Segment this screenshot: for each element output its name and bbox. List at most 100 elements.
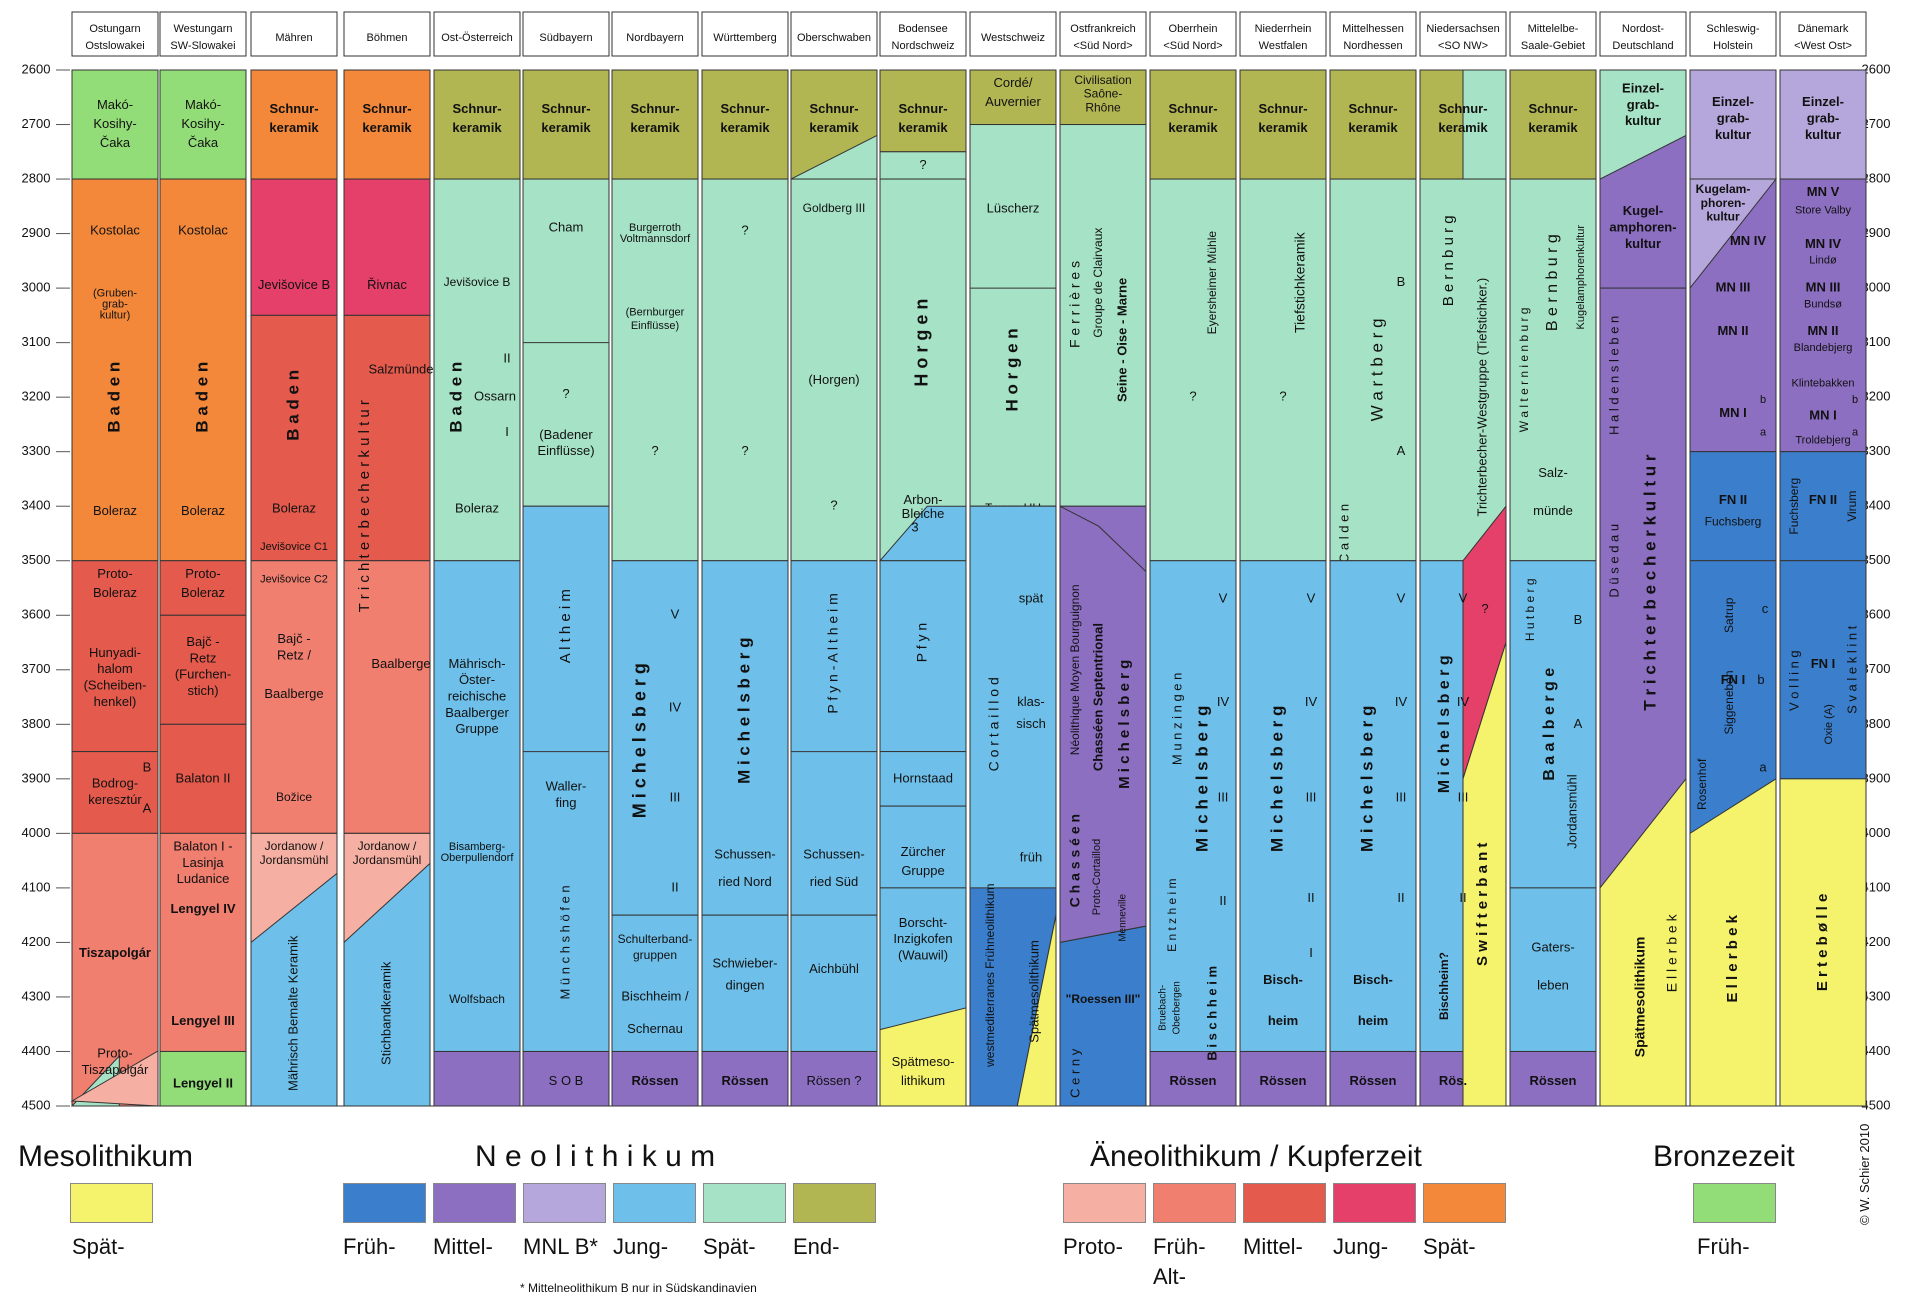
legend-swatch-cu-jung (1333, 1183, 1416, 1223)
culture-block (250, 178, 338, 316)
culture-label: Boleraz (272, 500, 316, 515)
culture-label: II (1459, 890, 1466, 905)
column-header-box (1149, 11, 1237, 57)
legend-label-neo-end: End- (793, 1234, 840, 1259)
culture-label: Hunyadi- (89, 645, 141, 660)
culture-label: Baalberge (371, 656, 430, 671)
culture-label: heim (1268, 1013, 1298, 1028)
legend-swatch-bronze-frueh (1693, 1183, 1776, 1223)
legend-label-cu-proto: Proto- (1063, 1234, 1123, 1259)
culture-block (71, 178, 159, 562)
culture-label: Store Valby (1795, 205, 1852, 217)
culture-label: IV (1305, 694, 1318, 709)
culture-label: Bodrog- (92, 776, 138, 791)
column-20: Dänemark <West Ost> Einzel-grab-kultur MN V… (1779, 11, 1867, 1107)
legend-swatch-cu-mittel (1243, 1183, 1326, 1223)
culture-label: Salzmünde (368, 361, 433, 376)
culture-label: Čaka (188, 135, 219, 150)
culture-label: Trichterbecher-Westgruppe (Tiefstichker.… (1474, 278, 1489, 517)
culture-label: reichische (448, 688, 507, 703)
culture-block (790, 914, 878, 1052)
culture-label: MN II (1807, 323, 1838, 338)
culture-block (879, 751, 967, 807)
culture-block (71, 69, 159, 180)
culture-label: Lasinja (182, 855, 224, 870)
culture-label: Ossarn (474, 389, 516, 404)
culture-label: Retz / (277, 648, 311, 663)
year-label-left: 3100 (22, 334, 51, 349)
culture-block (1329, 178, 1417, 562)
column-header: Nordbayern (626, 32, 683, 44)
culture-block (343, 178, 431, 316)
year-label-left: 3000 (22, 280, 51, 295)
culture-label: Kosihy- (181, 116, 224, 131)
year-label-left: 4000 (22, 825, 51, 840)
culture-label: Oberpullendorf (441, 852, 515, 864)
culture-overlay (343, 832, 431, 944)
year-label-left: 4100 (22, 879, 51, 894)
culture-block (159, 69, 247, 180)
culture-label: (Gruben- (93, 287, 137, 299)
culture-label: Schnur- (1168, 101, 1217, 116)
legend-swatch-neo-mittel (433, 1183, 516, 1223)
culture-label: MN V (1807, 184, 1840, 199)
culture-label: B a d e n (104, 362, 123, 433)
column-header: Nordschweiz (892, 40, 955, 52)
culture-label: III (670, 789, 681, 804)
culture-label: Jevišovice B (444, 275, 511, 289)
culture-label: Arbon- (903, 492, 942, 507)
culture-label: B e r n b u r g (1440, 215, 1457, 306)
culture-label: Lengyel IV (170, 901, 235, 916)
culture-label: Rössen (1350, 1073, 1397, 1088)
column-header: Nordost- (1622, 23, 1665, 35)
year-label-right: 3700 (1862, 661, 1891, 676)
footnote: * Mittelneolithikum B nur in Südskandina… (520, 1281, 757, 1295)
culture-label: Božice (276, 790, 312, 804)
culture-label: Proto-Cortaillod (1091, 839, 1103, 915)
culture-label: Bajč - (277, 631, 310, 646)
culture-block (1779, 778, 1867, 1107)
culture-label: a (1759, 759, 1767, 774)
legend-label-neo-spaet: Spät- (703, 1234, 756, 1259)
legend-swatch-meso-spaet (70, 1183, 153, 1223)
culture-label: Groupe de Clairvaux (1091, 228, 1105, 338)
culture-overlay (1689, 178, 1778, 290)
culture-label: ? (741, 222, 748, 237)
culture-label: ried Nord (718, 874, 771, 889)
culture-block (701, 178, 789, 562)
column-header: Ostungarn (89, 23, 140, 35)
culture-label: keramik (630, 120, 680, 135)
culture-label: P f y n (914, 623, 930, 662)
culture-label: keramik (1528, 120, 1578, 135)
culture-label: W a r t b e r g (1367, 318, 1386, 421)
culture-label: IV (1217, 694, 1230, 709)
year-label-left: 2900 (22, 225, 51, 240)
culture-label: B (143, 759, 152, 774)
culture-label: Bisch- (1353, 972, 1393, 987)
culture-label: keramik (809, 120, 859, 135)
culture-label: Borscht- (899, 915, 947, 930)
culture-label: Klintebakken (1792, 377, 1855, 389)
year-label-right: 3100 (1862, 334, 1891, 349)
culture-block (522, 505, 610, 1052)
culture-label: a (1760, 427, 1767, 439)
culture-label: (Horgen) (808, 372, 859, 387)
culture-label: IV (1395, 694, 1408, 709)
year-label-right: 3800 (1862, 716, 1891, 731)
copyright: © W. Schier 2010 (1857, 1123, 1872, 1225)
year-label-left: 3500 (22, 552, 51, 567)
culture-label: Rössen (1260, 1073, 1307, 1088)
legend-label-neo-mittel: Mittel- (433, 1234, 493, 1259)
culture-label: FN I (1721, 672, 1746, 687)
column-9: Oberschwaben Schnur-keramik Goldberg III (H… (790, 11, 878, 1107)
column-header: <SO NW> (1438, 40, 1488, 52)
year-label-right: 2700 (1862, 116, 1891, 131)
culture-label: Schnur- (541, 101, 590, 116)
culture-label: grab- (1627, 97, 1660, 112)
column-header: Mittelhessen (1342, 23, 1404, 35)
culture-label: Einflüsse) (631, 320, 679, 332)
column-header-box (522, 11, 610, 57)
year-label-left: 4500 (22, 1097, 51, 1112)
culture-label: Einflüsse) (537, 443, 594, 458)
culture-label: B (1397, 274, 1406, 289)
